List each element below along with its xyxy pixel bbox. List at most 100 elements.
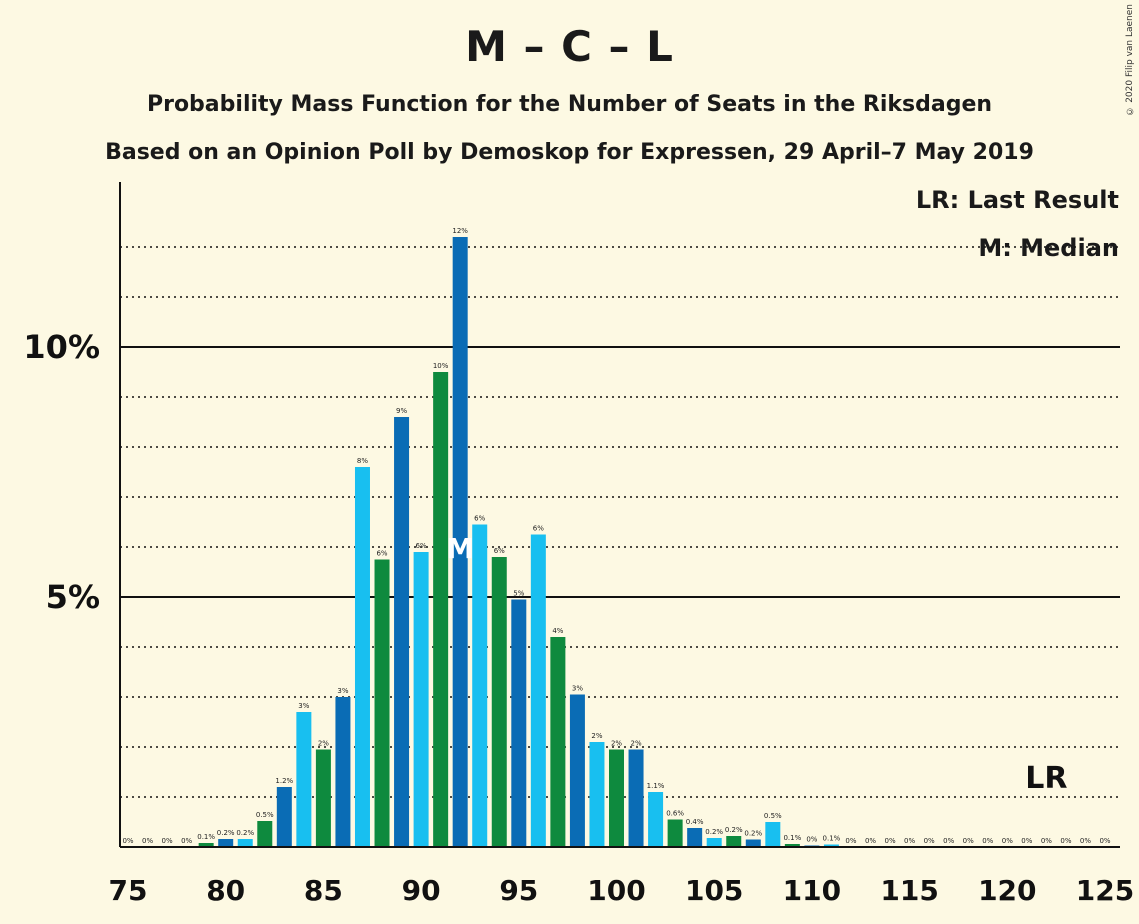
legend-median: M: Median [978,234,1119,262]
bar-label-seat-83: 1.2% [275,777,293,785]
bar-label-seat-122: 0% [1041,837,1052,845]
bar-seat-109 [784,844,800,847]
bar-label-seat-88: 6% [376,550,387,558]
bar-label-seat-89: 9% [396,407,407,415]
x-tick-label-95: 95 [499,874,538,907]
bar-seat-79 [198,843,214,847]
bar-label-seat-92: 12% [452,227,468,235]
bar-label-seat-91: 10% [433,362,449,370]
bar-label-seat-112: 0% [845,837,856,845]
bar-label-seat-78: 0% [181,837,192,845]
markers: M LR [446,532,1067,796]
bar-seat-106 [726,836,742,847]
bar-seat-85 [315,749,331,847]
bar-seat-92 [452,237,468,847]
bar-label-seat-121: 0% [1021,837,1032,845]
bar-label-seat-94: 6% [494,547,505,555]
x-tick-label-110: 110 [783,874,841,907]
bar-label-seat-120: 0% [1002,837,1013,845]
bar-seat-86 [335,697,351,847]
chart-title: M – C – L [465,22,674,71]
x-tick-label-105: 105 [685,874,743,907]
bar-seat-90 [413,552,429,847]
bar-label-seat-123: 0% [1060,837,1071,845]
bar-label-seat-101: 2% [630,740,641,748]
bar-label-seat-82: 0.5% [256,811,274,819]
bar-label-seat-102: 1.1% [647,782,665,790]
bar-label-seat-93: 6% [474,515,485,523]
bar-label-seat-96: 6% [533,525,544,533]
x-tick-label-85: 85 [304,874,343,907]
bar-label-seat-117: 0% [943,837,954,845]
bar-label-seat-76: 0% [142,837,153,845]
bar-seat-107 [745,839,761,847]
x-tick-label-125: 125 [1076,874,1134,907]
bar-label-seat-86: 3% [337,687,348,695]
bar-label-seat-119: 0% [982,837,993,845]
bar-label-seat-97: 4% [552,627,563,635]
bar-label-seat-104: 0.4% [686,818,704,826]
bar-label-seat-108: 0.5% [764,812,782,820]
bar-label-seat-99: 2% [591,732,602,740]
bar-label-seat-81: 0.2% [236,829,254,837]
bar-label-seat-114: 0% [885,837,896,845]
bar-seat-108 [765,822,781,847]
x-tick-label-80: 80 [206,874,245,907]
bar-label-seat-105: 0.2% [705,828,723,836]
bar-seat-97 [550,637,566,847]
bar-seat-101 [628,749,644,847]
bar-label-seat-84: 3% [298,702,309,710]
chart-subtitle: Probability Mass Function for the Number… [146,92,993,117]
x-tick-label-115: 115 [880,874,938,907]
last-result-marker: LR [1025,761,1067,796]
bar-seat-87 [354,467,370,847]
legend-last-result: LR: Last Result [915,186,1119,214]
bar-label-seat-125: 0% [1099,837,1110,845]
bar-seat-111 [823,844,839,847]
bar-seat-82 [257,821,273,847]
bar-label-seat-85: 2% [318,740,329,748]
bar-label-seat-106: 0.2% [725,826,743,834]
bar-seat-105 [706,838,722,847]
bars [198,237,839,847]
x-tick-label-100: 100 [587,874,645,907]
bar-seat-104 [687,828,703,847]
bar-label-seat-77: 0% [162,837,173,845]
bar-seat-80 [218,839,234,847]
bar-label-seat-124: 0% [1080,837,1091,845]
bar-label-seat-98: 3% [572,685,583,693]
bar-label-seat-75: 0% [122,837,133,845]
bar-seat-89 [394,417,410,847]
bar-label-seat-109: 0.1% [783,834,801,842]
bar-seat-83 [276,787,292,847]
bar-seat-95 [511,599,527,847]
axes: 75 80 85 90 95 100 105 110 115 120 125 5% 10% [23,182,1134,907]
median-marker: M [446,532,474,565]
grid-lines [120,246,1120,798]
y-tick-label-10: 10% [23,328,100,366]
bar-label-seat-116: 0% [924,837,935,845]
bar-label-seat-95: 5% [513,590,524,598]
bar-label-seat-79: 0.1% [197,833,215,841]
bar-label-seat-111: 0.1% [823,835,841,843]
bar-seat-94 [491,557,507,847]
bar-label-seat-113: 0% [865,837,876,845]
bar-label-seat-100: 2% [611,740,622,748]
bar-seat-102 [648,792,664,847]
bar-label-seat-107: 0.2% [744,830,762,838]
x-tick-label-120: 120 [978,874,1036,907]
x-tick-label-75: 75 [109,874,148,907]
bar-label-seat-80: 0.2% [217,829,235,837]
bar-seat-84 [296,712,312,847]
bar-seat-81 [237,839,253,847]
bar-seat-100 [609,749,624,847]
bar-value-labels: 0% 0% 0% 0% 0.1% 0.2% 0.2%0.5%1.2%3%2%3%8%6%9%… [122,227,1110,845]
bar-seat-91 [433,372,449,847]
chart-source-line: Based on an Opinion Poll by Demoskop for… [105,140,1034,165]
bar-seat-98 [569,694,585,847]
bar-label-seat-115: 0% [904,837,915,845]
bar-label-seat-118: 0% [963,837,974,845]
bar-label-seat-103: 0.6% [666,810,684,818]
x-tick-label-90: 90 [402,874,441,907]
